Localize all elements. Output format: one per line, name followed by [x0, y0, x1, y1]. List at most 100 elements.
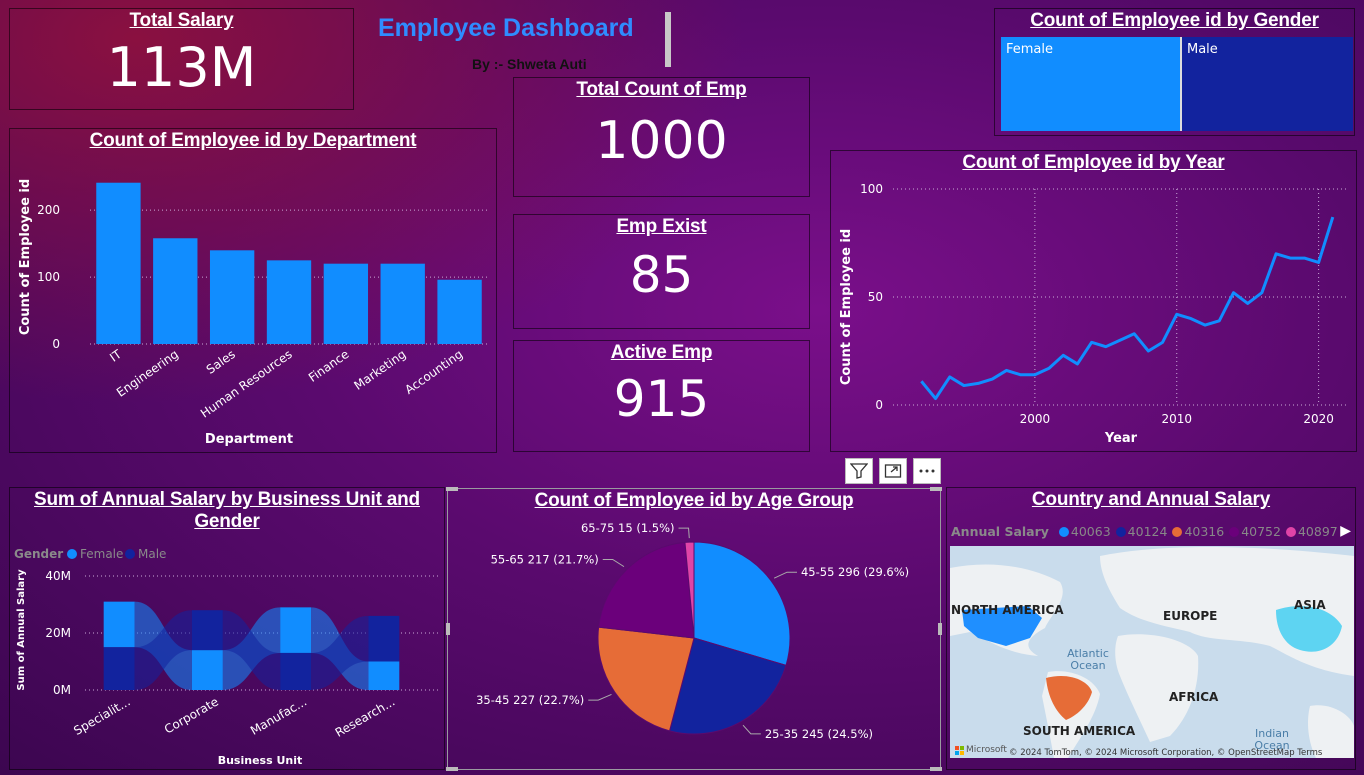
world-map[interactable] [950, 546, 1354, 758]
total-salary-card[interactable]: Total Salary 113M [9, 8, 354, 110]
resize-handle-tl[interactable] [446, 487, 458, 491]
emp-exist-card[interactable]: Emp Exist 85 [513, 214, 810, 329]
pie-data-label: 65-75 15 (1.5%) [581, 521, 675, 535]
filter-button[interactable] [845, 458, 873, 484]
dept-bar [380, 263, 425, 344]
year-chart-card[interactable]: Count of Employee id by Year 0 50 100 2000 2… [830, 150, 1357, 452]
bu-legend-marker [67, 549, 77, 559]
focus-mode-icon [884, 464, 902, 478]
bu-xtick-label: Specialit... [71, 694, 132, 737]
total-salary-title: Total Salary [129, 10, 234, 31]
bu-column-segment [103, 647, 135, 690]
bu-legend-marker [125, 549, 135, 559]
map-region-china[interactable] [1276, 606, 1342, 652]
year-xtick-label: 2000 [1020, 412, 1051, 426]
dept-bar [266, 260, 312, 344]
legend-next-arrow[interactable]: ▶ [1340, 523, 1351, 539]
filter-icon [850, 463, 868, 479]
map-legend-label: 40124 [1127, 524, 1168, 539]
resize-handle-br[interactable] [930, 767, 942, 771]
age-group-pie-chart: 45-55 296 (29.6%) 25-35 245 (24.5%) 35-45 … [476, 521, 909, 741]
map-label-atlantic: Atlantic Ocean [1067, 647, 1109, 672]
pie-slice [693, 541, 791, 666]
bu-column-segment [191, 650, 223, 690]
map-card-title: Country and Annual Salary [1031, 489, 1271, 510]
map-legend-marker [1229, 527, 1240, 537]
map-legend-title: Annual Salary [951, 524, 1049, 539]
year-series-line [920, 216, 1335, 401]
pie-leader-line [678, 527, 690, 539]
business-unit-chart-card[interactable]: Sum of Annual Salary by Business Unit an… [9, 487, 445, 770]
dept-bar [96, 182, 141, 344]
treemap-male-tile[interactable]: Male [1182, 37, 1353, 131]
resize-handle-bl[interactable] [446, 767, 458, 771]
map-label-indian: Indian Ocean [1254, 727, 1290, 752]
pie-slice [684, 541, 695, 639]
map-label-africa: AFRICA [1169, 690, 1219, 704]
resize-handle-left[interactable] [446, 623, 450, 635]
bu-legend: Gender Female Male [14, 547, 166, 561]
map-label-na: NORTH AMERICA [951, 603, 1064, 617]
total-count-card[interactable]: Total Count of Emp 1000 [513, 77, 810, 197]
gender-card[interactable]: Count of Employee id by Gender Female Ma… [994, 8, 1355, 136]
map-card[interactable]: Country and Annual Salary Annual Salary … [946, 487, 1356, 770]
bu-ribbon [134, 610, 192, 690]
resize-handle-right[interactable] [938, 623, 942, 635]
map-label-sa: SOUTH AMERICA [1023, 724, 1136, 738]
map-region-usa[interactable] [962, 606, 1042, 646]
map-legend-marker [1115, 527, 1126, 537]
treemap-female-label: Female [1006, 42, 1054, 57]
pie-leader-line [602, 558, 625, 568]
pie-slice [597, 626, 695, 732]
map-legend-marker [1285, 527, 1296, 537]
map-legend-item: 40752 [1229, 524, 1281, 539]
map-legend: Annual Salary 40063 40124 40316 40752 40897 [951, 524, 1343, 539]
page-title: Employee Dashboard [378, 14, 634, 42]
more-options-button[interactable] [913, 458, 941, 484]
map-region-brazil[interactable] [1046, 675, 1092, 720]
active-emp-card[interactable]: Active Emp 915 [513, 340, 810, 452]
map-label-asia: ASIA [1294, 598, 1326, 612]
dept-y-axis-title: Count of Employee id [18, 179, 33, 335]
year-ytick-label: 50 [868, 290, 883, 304]
map-attribution[interactable]: © 2024 TomTom, © 2024 Microsoft Corporat… [1009, 748, 1323, 758]
map-ms-logo: Microsoft [955, 745, 1007, 755]
map-legend-label: 40063 [1070, 524, 1111, 539]
bu-column-segment [280, 652, 312, 690]
bu-xtick-label: Manufac... [248, 694, 309, 737]
dept-ytick-label: 0 [52, 337, 60, 351]
dept-ytick-label: 200 [37, 203, 60, 217]
map-legend-label: 40752 [1241, 524, 1281, 539]
bu-ribbon [222, 610, 281, 690]
map-legend-label: 40897 [1297, 524, 1338, 539]
title-divider [665, 12, 671, 67]
resize-handle-tr[interactable] [930, 487, 942, 491]
year-xtick-label: 2010 [1161, 412, 1192, 426]
total-count-value: 1000 [595, 111, 728, 171]
treemap-female-tile[interactable]: Female [1001, 37, 1182, 131]
age-group-chart-card[interactable]: Count of Employee id by Age Group 45-55 … [446, 487, 942, 771]
pie-leader-line [773, 571, 797, 579]
year-ytick-label: 0 [875, 398, 883, 412]
dept-xtick-label: Finance [306, 347, 352, 385]
department-chart-card[interactable]: Count of Employee id by Department 0 100 2… [9, 128, 497, 453]
pie-leader-line [742, 724, 761, 735]
bu-ytick-label: 20M [45, 626, 71, 640]
pie-leader-line [588, 694, 612, 701]
emp-exist-value: 85 [629, 246, 694, 304]
active-emp-title: Active Emp [610, 342, 713, 363]
map-ms-logo-text: Microsoft [966, 745, 1007, 755]
total-salary-value: 113M [106, 36, 257, 99]
bu-x-axis-title: Business Unit [218, 754, 303, 767]
bu-legend-title: Gender [14, 547, 63, 561]
dept-bar [209, 250, 255, 344]
focus-mode-button[interactable] [879, 458, 907, 484]
dept-xtick-label: Marketing [351, 347, 408, 393]
pie-data-label: 35-45 227 (22.7%) [476, 693, 584, 707]
year-line-chart: 0 50 100 2000 2010 2020 Year Count of Employee … [839, 182, 1347, 446]
year-y-axis-title: Count of Employee id [839, 229, 854, 385]
bu-column-segment [368, 615, 400, 662]
year-xtick-label: 2020 [1303, 412, 1334, 426]
bu-legend-label: Female [80, 547, 123, 561]
